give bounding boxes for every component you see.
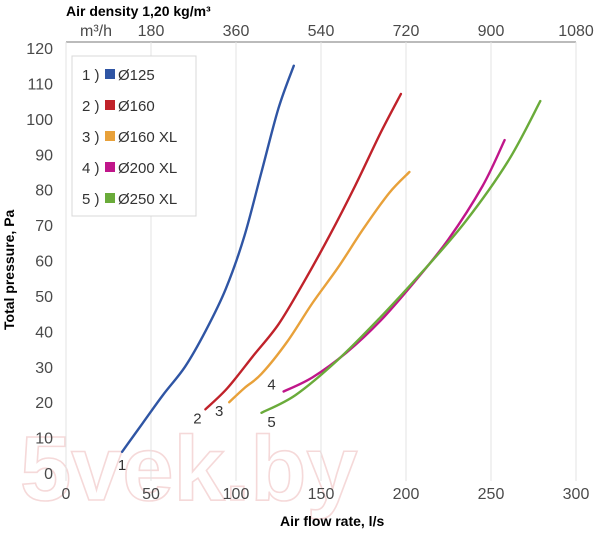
curve-label: 3	[215, 403, 223, 420]
curve-label: 5	[267, 414, 275, 431]
legend-index: 5 )	[82, 191, 100, 208]
top-axis-title: Air density 1,20 kg/m³	[66, 3, 211, 19]
series-line-4	[282, 138, 506, 393]
series-line-2	[204, 92, 403, 411]
legend-swatch	[105, 131, 115, 141]
legend-label: Ø160 XL	[118, 129, 177, 146]
y-axis-ticks: 0 10 20 30 40 50 60 70 80 90 100 110 120	[26, 41, 53, 483]
legend-label: Ø125	[118, 67, 155, 84]
curve-label: 4	[267, 377, 275, 394]
x-axis-ticks: 0 50 100 150 200 250 300	[62, 486, 590, 503]
y-tick-label: 10	[35, 431, 53, 448]
top-axis-unit: m³/h	[80, 23, 112, 40]
y-tick-label: 70	[35, 218, 53, 235]
legend-box	[71, 55, 197, 217]
curves	[120, 64, 542, 453]
top-axis-ticks: 180 360 540 720 900 1080	[138, 23, 594, 40]
y-tick-label: 90	[35, 147, 53, 164]
watermark: 5vek.by	[20, 418, 358, 520]
top-tick-label: 360	[223, 23, 250, 40]
y-tick-label: 0	[44, 466, 53, 483]
legend-swatch	[105, 100, 115, 110]
x-tick-label: 200	[393, 486, 420, 503]
y-tick-label: 60	[35, 254, 53, 271]
y-tick-label: 80	[35, 183, 53, 200]
legend-swatch	[105, 193, 115, 203]
y-tick-label: 20	[35, 395, 53, 412]
x-tick-label: 0	[62, 486, 71, 503]
y-tick-label: 50	[35, 289, 53, 306]
x-axis-title: Air flow rate, l/s	[280, 513, 384, 529]
curve-label: 1	[118, 457, 126, 474]
y-tick-label: 110	[27, 76, 53, 93]
x-tick-label: 300	[563, 486, 590, 503]
series-line-3	[228, 170, 411, 404]
top-tick-label: 720	[393, 23, 420, 40]
curve-label: 2	[193, 410, 201, 427]
legend-index: 2 )	[82, 98, 100, 115]
legend-swatch	[105, 69, 115, 79]
legend: 1 ) Ø125 2 ) Ø160 3 ) Ø160 XL 4 ) Ø200 XL 5 ) Ø25…	[82, 67, 177, 208]
y-tick-label: 30	[35, 360, 53, 377]
curve-labels: 12 345	[118, 377, 276, 474]
legend-index: 4 )	[82, 160, 100, 177]
top-tick-label: 180	[138, 23, 165, 40]
x-tick-label: 50	[142, 486, 160, 503]
y-tick-label: 120	[26, 41, 53, 58]
top-tick-label: 1080	[558, 23, 594, 40]
x-tick-label: 250	[478, 486, 505, 503]
y-tick-label: 40	[35, 324, 53, 341]
y-tick-label: 100	[26, 112, 53, 129]
series-line-1	[120, 64, 295, 453]
legend-index: 3 )	[82, 129, 100, 146]
series-line-5	[260, 99, 542, 414]
top-tick-label: 900	[478, 23, 505, 40]
legend-index: 1 )	[82, 67, 100, 84]
y-axis-title: Total pressure, Pa	[1, 209, 17, 330]
legend-swatch	[105, 162, 115, 172]
x-tick-label: 150	[308, 486, 335, 503]
legend-label: Ø250 XL	[118, 191, 177, 208]
legend-label: Ø160	[118, 98, 155, 115]
x-tick-label: 100	[223, 486, 250, 503]
top-tick-label: 540	[308, 23, 335, 40]
legend-label: Ø200 XL	[118, 160, 177, 177]
